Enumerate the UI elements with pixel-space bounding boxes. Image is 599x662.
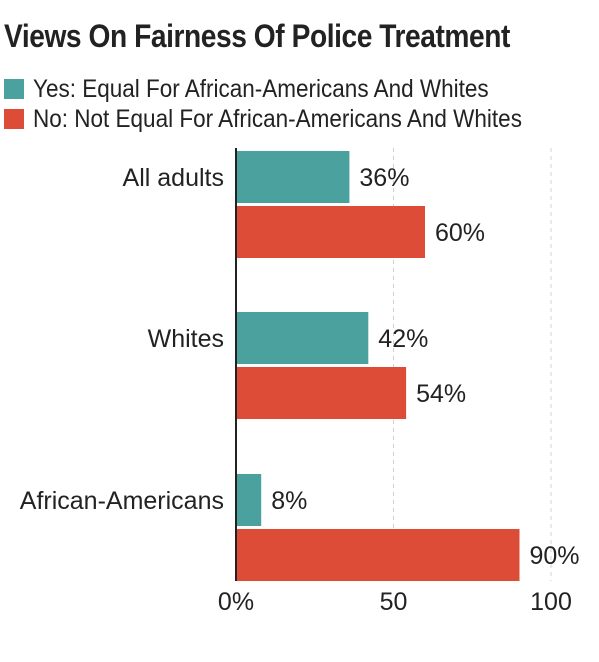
legend: Yes: Equal For African-Americans And Whi… (4, 74, 576, 134)
data-label: 8% (271, 487, 307, 515)
data-label: 60% (435, 219, 485, 247)
data-label: 36% (359, 164, 409, 192)
bar (236, 312, 369, 364)
x-tick-label: 0% (218, 588, 254, 616)
category-label: African-Americans (20, 487, 224, 515)
data-label: 90% (530, 542, 580, 570)
chart-title: Views On Fairness Of Police Treatment (4, 18, 510, 54)
legend-item-yes: Yes: Equal For African-Americans And Whi… (4, 74, 576, 104)
bar (236, 151, 350, 203)
category-label: Whites (148, 325, 224, 353)
x-tick-label: 100 (530, 588, 572, 616)
legend-swatch-yes (4, 79, 24, 99)
category-label: All adults (123, 164, 224, 192)
legend-item-no: No: Not Equal For African-Americans And … (4, 104, 576, 134)
legend-label-yes: Yes: Equal For African-Americans And Whi… (33, 74, 489, 103)
x-tick-label: 50 (380, 588, 408, 616)
bar (236, 529, 520, 581)
bar (236, 206, 425, 258)
data-label: 42% (378, 325, 428, 353)
data-label: 54% (416, 380, 466, 408)
bar (236, 367, 407, 419)
legend-label-no: No: Not Equal For African-Americans And … (33, 104, 522, 133)
legend-swatch-no (4, 109, 24, 129)
bar (236, 474, 262, 526)
